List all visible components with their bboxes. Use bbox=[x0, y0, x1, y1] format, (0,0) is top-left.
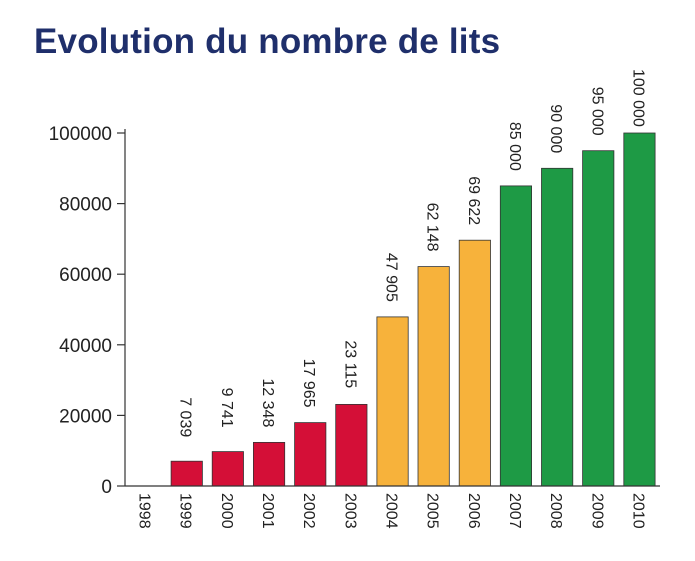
y-tick-label: 80000 bbox=[59, 195, 112, 216]
x-tick-label-2010: 2010 bbox=[629, 493, 646, 529]
bar-2002 bbox=[294, 422, 327, 487]
chart-title: Evolution du nombre de lits bbox=[34, 22, 501, 61]
x-tick-label-2009: 2009 bbox=[588, 493, 605, 529]
data-label-2000: 9 741 bbox=[218, 388, 235, 428]
x-tick-label-2007: 2007 bbox=[506, 493, 523, 529]
y-ticks-group: 0 20000 40000 60000 80000 100000 bbox=[49, 124, 125, 498]
y-tick-label: 0 bbox=[101, 477, 112, 498]
data-labels-group: 7 039 9 741 12 348 17 965 23 115 47 905 62 148… bbox=[177, 69, 647, 437]
x-tick-label-2000: 2000 bbox=[218, 493, 235, 529]
x-labels-group: 1998 1999 2000 2001 2002 2003 2004 2005 2006 2007… bbox=[136, 493, 647, 529]
data-label-2004: 47 905 bbox=[383, 253, 400, 302]
bar-2007 bbox=[499, 185, 532, 487]
y-tick-label: 100000 bbox=[49, 124, 112, 145]
x-tick-label-2006: 2006 bbox=[465, 493, 482, 529]
x-tick-label-2003: 2003 bbox=[341, 493, 358, 529]
x-tick-label-2004: 2004 bbox=[383, 493, 400, 529]
bar-2000 bbox=[211, 451, 244, 487]
x-tick-label-2005: 2005 bbox=[424, 493, 441, 529]
bar-2001 bbox=[252, 441, 286, 487]
data-label-2006: 69 622 bbox=[465, 176, 482, 225]
bars-group bbox=[170, 132, 656, 487]
data-label-2010: 100 000 bbox=[629, 69, 646, 127]
data-label-2003: 23 115 bbox=[341, 340, 358, 388]
bar-1999 bbox=[170, 460, 203, 487]
data-label-2005: 62 148 bbox=[424, 203, 441, 252]
data-label-2008: 90 000 bbox=[547, 104, 564, 153]
data-label-1999: 7 039 bbox=[177, 397, 194, 437]
bar-2009 bbox=[582, 150, 615, 487]
y-tick-label: 60000 bbox=[59, 265, 112, 286]
x-tick-label-2001: 2001 bbox=[259, 493, 276, 529]
x-tick-label-2008: 2008 bbox=[547, 493, 564, 529]
bar-2008 bbox=[541, 167, 574, 487]
x-tick-label-2002: 2002 bbox=[300, 493, 317, 529]
y-tick-label: 20000 bbox=[59, 406, 112, 427]
bar-2006 bbox=[458, 239, 491, 487]
y-tick-label: 40000 bbox=[59, 336, 112, 357]
data-label-2007: 85 000 bbox=[506, 122, 523, 171]
bar-2004 bbox=[376, 316, 409, 487]
data-label-2002: 17 965 bbox=[300, 359, 317, 408]
bar-2010 bbox=[623, 132, 656, 487]
data-label-2001: 12 348 bbox=[259, 378, 276, 427]
x-tick-label-1998: 1998 bbox=[136, 493, 153, 529]
bar-2003 bbox=[335, 403, 368, 487]
bar-2005 bbox=[417, 266, 450, 487]
x-tick-label-1999: 1999 bbox=[177, 493, 194, 529]
data-label-2009: 95 000 bbox=[588, 87, 605, 136]
axes-group bbox=[124, 129, 660, 487]
